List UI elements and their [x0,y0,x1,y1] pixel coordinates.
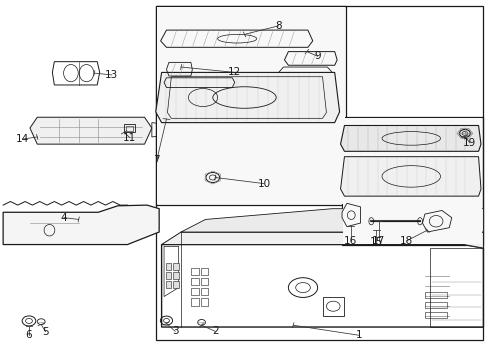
Text: 13: 13 [105,70,118,80]
Polygon shape [181,211,483,232]
Polygon shape [161,232,483,248]
Text: 2: 2 [211,326,218,336]
Polygon shape [340,157,480,196]
Bar [424,292,446,298]
Bar [200,298,208,306]
Polygon shape [156,72,339,123]
Polygon shape [181,209,483,232]
Bar [156,6,483,339]
Text: 1: 1 [355,330,362,340]
Bar [156,6,345,205]
Text: 15: 15 [369,237,382,247]
Text: 8: 8 [275,21,282,31]
Bar [190,288,198,296]
Bar [341,117,483,244]
Bar [172,263,178,270]
Polygon shape [3,205,159,244]
Text: 19: 19 [462,138,475,148]
Bar [190,268,198,275]
Text: 9: 9 [314,51,320,61]
Bar [200,278,208,285]
Text: 18: 18 [399,236,412,246]
Bar [424,312,446,318]
Text: 14: 14 [16,134,29,144]
Bar [165,263,171,270]
Text: 6: 6 [25,330,32,340]
Bar [172,281,178,288]
Bar [190,298,198,306]
Bar [190,278,198,285]
Bar [157,7,344,204]
Text: 17: 17 [371,236,385,246]
Bar [322,297,344,316]
Bar [200,268,208,275]
Text: 7: 7 [153,155,160,165]
Text: 5: 5 [42,327,49,337]
Bar [172,272,178,279]
Bar [342,118,482,244]
Bar [200,288,208,296]
Bar [165,281,171,288]
Bar [424,302,446,308]
Text: 3: 3 [172,326,178,336]
Polygon shape [30,117,152,144]
Text: 12: 12 [228,67,241,77]
Bar [165,272,171,279]
Polygon shape [340,126,480,151]
Text: 11: 11 [123,133,136,143]
Text: 10: 10 [257,179,270,189]
Text: 16: 16 [344,236,357,246]
Text: 4: 4 [61,213,67,222]
